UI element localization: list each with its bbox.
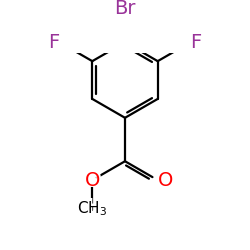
Text: F: F xyxy=(44,30,60,54)
Text: Br: Br xyxy=(110,0,140,23)
Text: O: O xyxy=(158,171,173,190)
Text: Br: Br xyxy=(114,0,136,18)
Text: F: F xyxy=(190,33,202,52)
Text: O: O xyxy=(82,168,102,192)
Text: CH$_3$: CH$_3$ xyxy=(77,199,107,218)
Text: CH$_3$: CH$_3$ xyxy=(72,196,112,218)
Text: O: O xyxy=(84,171,100,190)
Text: F: F xyxy=(48,33,60,52)
Text: F: F xyxy=(190,30,206,54)
Text: O: O xyxy=(158,168,178,192)
